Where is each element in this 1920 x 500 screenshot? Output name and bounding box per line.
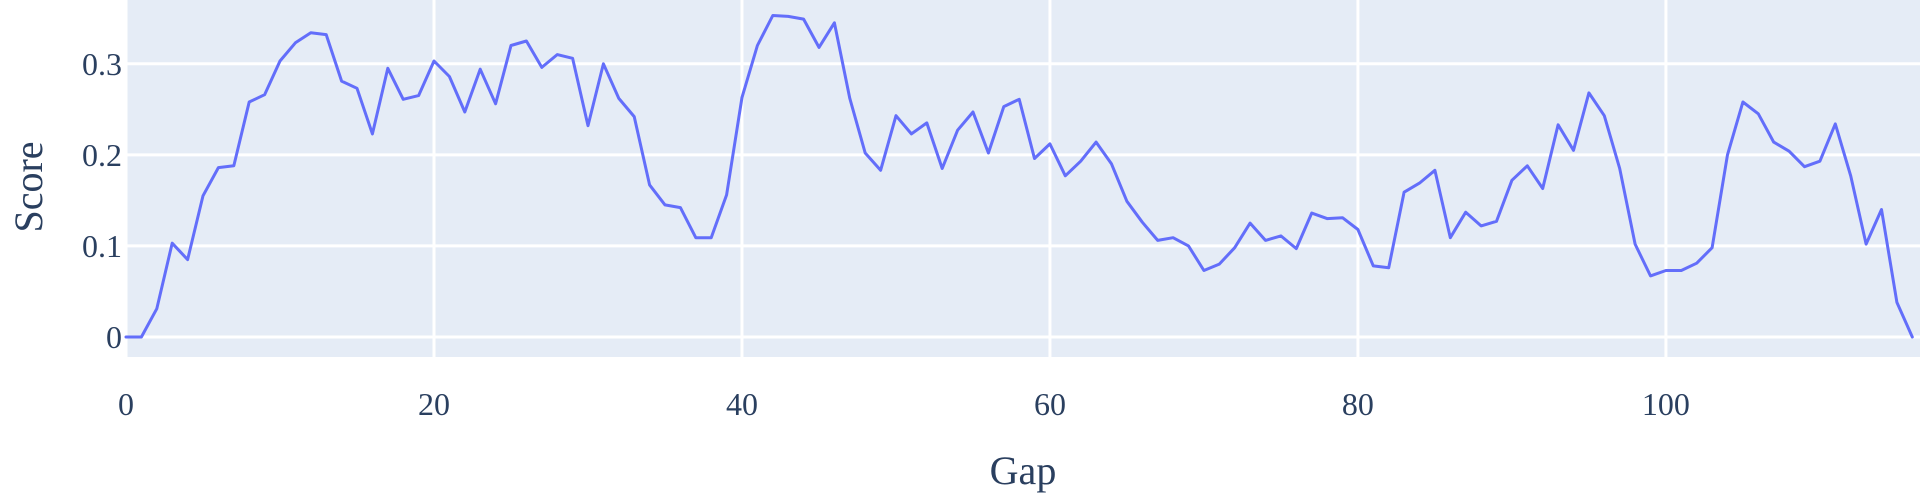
x-tick-label: 60 [1034,386,1066,422]
y-axis-title: Score [6,141,51,232]
y-gridlines [126,62,1920,339]
series-line [124,14,1914,339]
x-tick-label: 0 [118,386,134,422]
y-tick-labels: 0 0.1 0.2 0.3 [82,46,122,355]
x-tick-labels: 0 20 40 60 80 100 [118,386,1690,422]
x-gridlines [124,0,1668,357]
series-layer [124,14,1914,339]
x-tick-label: 100 [1642,386,1690,422]
x-axis-title: Gap [990,448,1057,493]
x-tick-label: 20 [418,386,450,422]
y-tick-label: 0.1 [82,228,122,264]
y-tick-label: 0.2 [82,137,122,173]
x-tick-label: 80 [1342,386,1374,422]
y-tick-label: 0 [106,319,122,355]
y-tick-label: 0.3 [82,46,122,82]
plot-background [126,0,1920,357]
x-tick-label: 40 [726,386,758,422]
